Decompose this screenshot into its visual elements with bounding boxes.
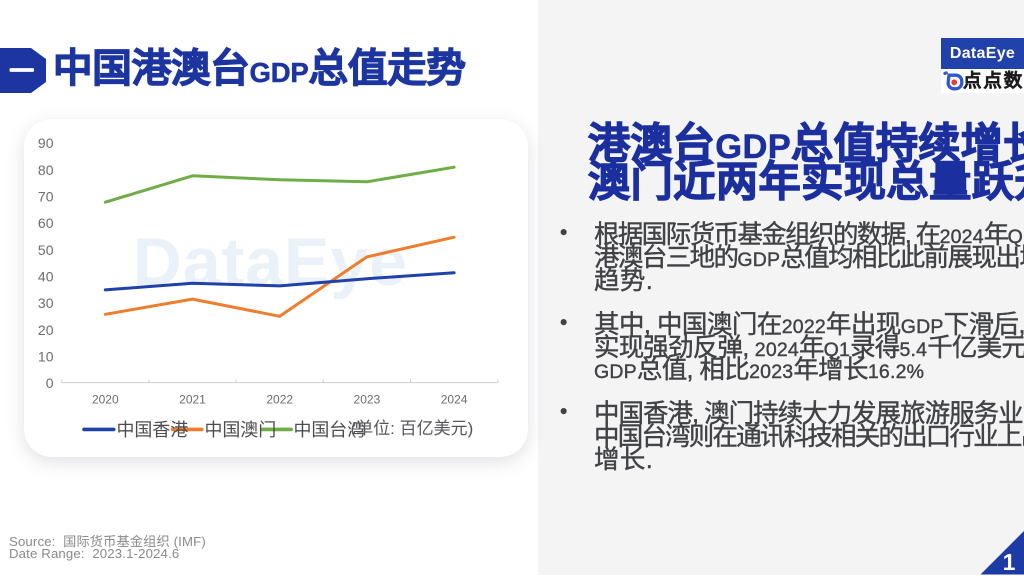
svg-text:2022: 2022 xyxy=(266,392,293,406)
svg-text:2021: 2021 xyxy=(179,392,206,406)
svg-text:40: 40 xyxy=(38,268,54,284)
svg-text:2023: 2023 xyxy=(354,392,381,406)
svg-text:2020: 2020 xyxy=(92,392,119,406)
svg-text:0: 0 xyxy=(46,375,54,391)
svg-text:70: 70 xyxy=(38,188,54,204)
svg-text:10: 10 xyxy=(38,348,54,364)
svg-text:20: 20 xyxy=(38,322,54,338)
svg-text:90: 90 xyxy=(38,135,54,151)
svg-text:80: 80 xyxy=(38,162,54,178)
svg-text:60: 60 xyxy=(38,215,54,231)
svg-text:50: 50 xyxy=(38,242,54,258)
svg-text:30: 30 xyxy=(38,295,54,311)
svg-text:2024: 2024 xyxy=(441,392,468,406)
svg-text:1: 1 xyxy=(1003,549,1016,575)
